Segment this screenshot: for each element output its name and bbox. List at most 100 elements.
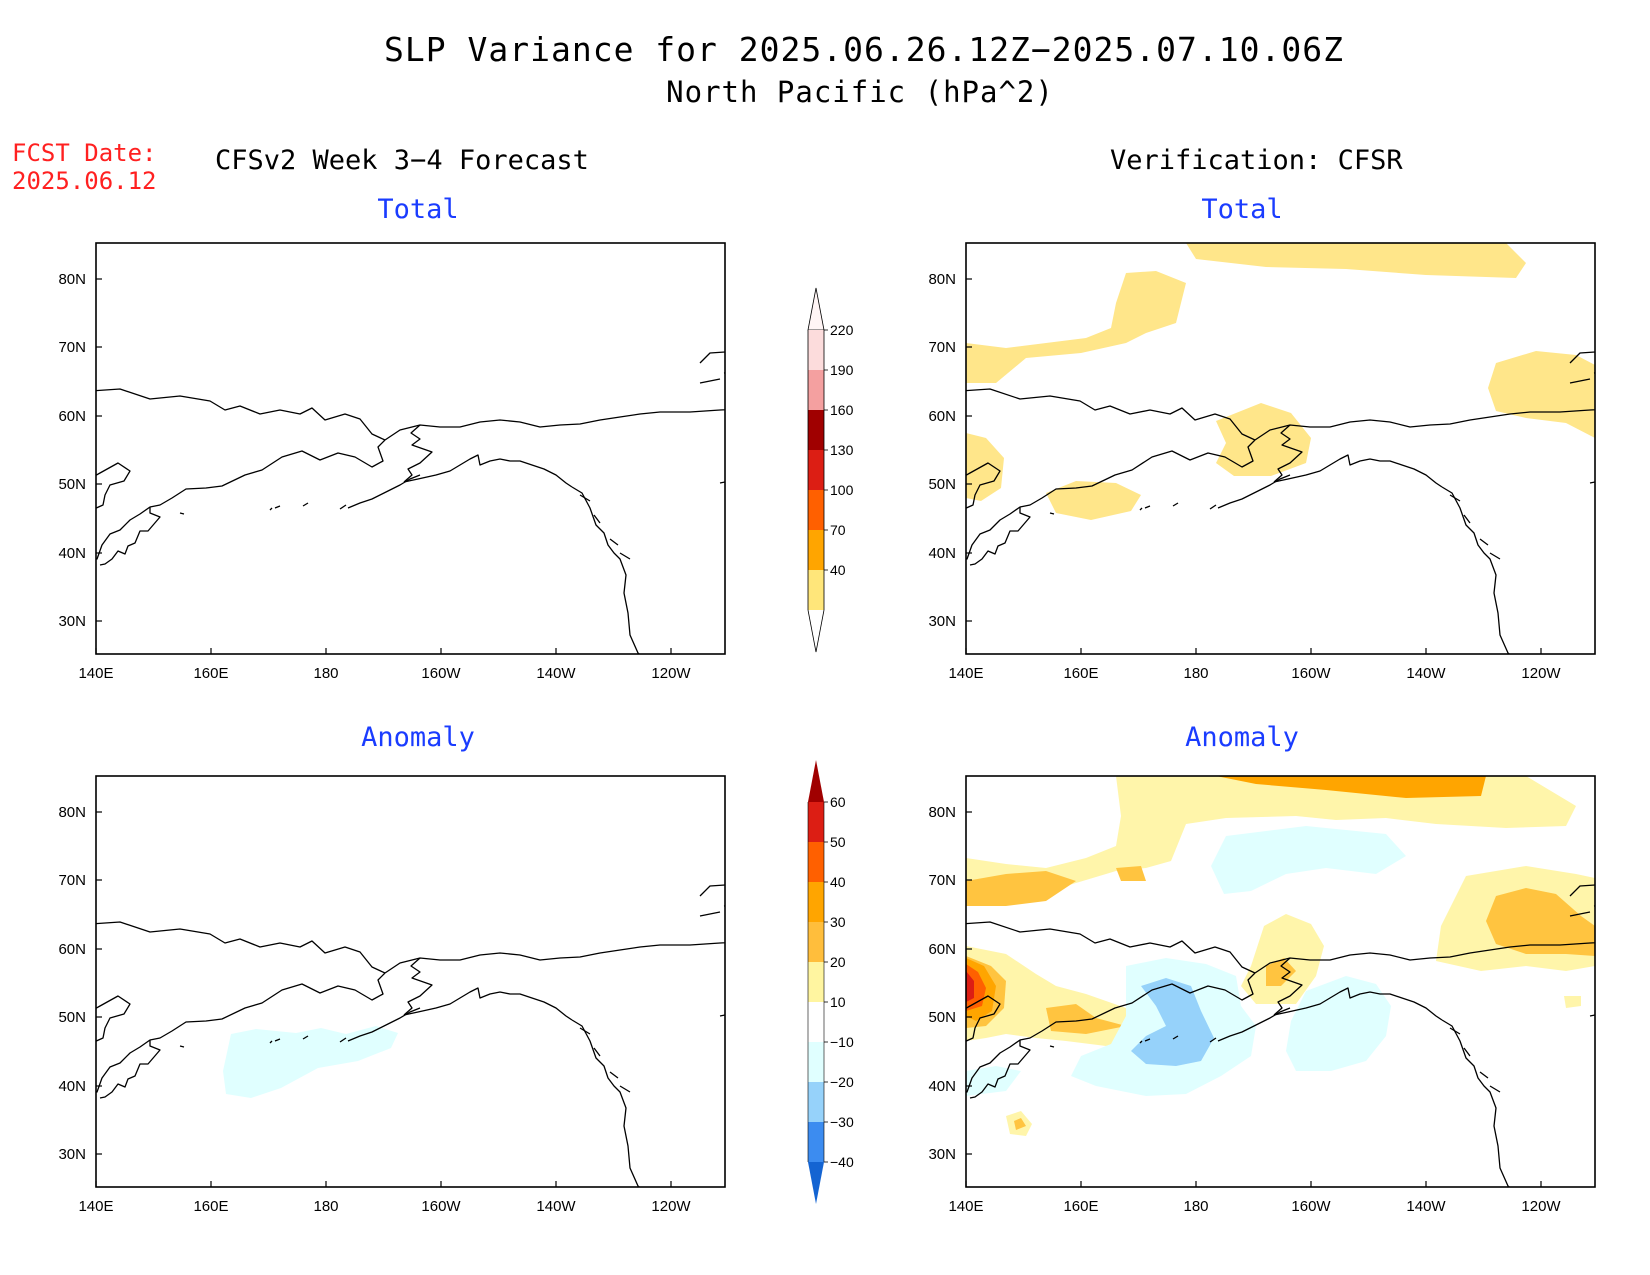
colorbar-total-label: 130 xyxy=(830,442,854,458)
colorbar-anomaly-label: 10 xyxy=(830,994,846,1010)
colorbar-anomaly-label: 50 xyxy=(830,834,846,850)
total-contour-40-70 xyxy=(966,243,1595,520)
colorbar-total: 220 190 160 130 100 70 40 xyxy=(807,287,854,653)
anomaly-contour-neg10-20 xyxy=(223,1026,398,1098)
main-title: SLP Variance for 2025.06.26.12Z−2025.07.… xyxy=(384,30,1344,69)
y-tick-label: 40N xyxy=(928,545,956,562)
x-tick-label: 140E xyxy=(948,665,983,682)
colorbar-total-swatch xyxy=(808,530,824,570)
verification-column-title: Verification: CFSR xyxy=(1110,145,1403,176)
y-tick-label: 50N xyxy=(928,476,956,493)
map-axis-ticks: 140E 160E 180 160W 140W 120W 80N 70N 60N 50N 40N 30… xyxy=(58,271,1561,1215)
y-tick-label: 70N xyxy=(928,339,956,356)
x-tick-label: 120W xyxy=(651,665,691,682)
x-tick-label: 140W xyxy=(536,665,576,682)
x-tick-label: 160E xyxy=(193,1198,228,1215)
colorbar-anomaly-label: −10 xyxy=(830,1034,854,1050)
x-tick-label: 140W xyxy=(1406,665,1446,682)
y-tick-label: 50N xyxy=(928,1009,956,1026)
colorbar-anomaly-swatch xyxy=(808,842,824,882)
x-tick-label: 160W xyxy=(421,1198,461,1215)
x-tick-label: 180 xyxy=(1183,665,1208,682)
colorbar-anomaly-swatch xyxy=(808,1122,824,1162)
colorbar-anomaly: 60 50 40 30 20 10 −10 −20 −30 −40 xyxy=(807,760,854,1204)
x-tick-label: 160E xyxy=(1063,1198,1098,1215)
x-tick-label: 180 xyxy=(313,665,338,682)
y-tick-label: 80N xyxy=(58,271,86,288)
x-tick-label: 140W xyxy=(1406,1198,1446,1215)
y-tick-label: 40N xyxy=(928,1078,956,1095)
y-tick-label: 60N xyxy=(58,408,86,425)
y-tick-label: 40N xyxy=(58,1078,86,1095)
anomaly-contour-neg20-30 xyxy=(1131,978,1214,1066)
x-tick-label: 120W xyxy=(1521,665,1561,682)
colorbar-total-label: 40 xyxy=(830,562,846,578)
y-tick-label: 60N xyxy=(58,941,86,958)
x-tick-label: 160W xyxy=(1291,665,1331,682)
colorbar-total-top-arrow xyxy=(807,287,825,331)
y-tick-label: 30N xyxy=(58,1146,86,1163)
colorbar-anomaly-label: 40 xyxy=(830,874,846,890)
colorbar-anomaly-swatch xyxy=(808,882,824,922)
y-tick-label: 80N xyxy=(58,804,86,821)
y-tick-label: 70N xyxy=(58,872,86,889)
colorbar-total-swatch xyxy=(808,410,824,450)
x-tick-label: 140E xyxy=(948,1198,983,1215)
y-tick-label: 60N xyxy=(928,941,956,958)
colorbar-anomaly-label: 60 xyxy=(830,794,846,810)
colorbar-anomaly-label: −40 xyxy=(830,1154,854,1170)
colorbar-total-label: 100 xyxy=(830,482,854,498)
map-verification-total xyxy=(965,242,1596,655)
fcst-date-value: 2025.06.12 xyxy=(12,167,157,195)
colorbar-anomaly-swatch xyxy=(808,1082,824,1122)
colorbar-anomaly-swatch xyxy=(808,962,824,1002)
x-tick-label: 160E xyxy=(1063,665,1098,682)
y-tick-label: 50N xyxy=(58,476,86,493)
y-tick-label: 30N xyxy=(928,1146,956,1163)
colorbar-total-swatch xyxy=(808,570,824,610)
fcst-date-label: FCST Date: xyxy=(12,139,157,167)
colorbar-anomaly-label: −20 xyxy=(830,1074,854,1090)
colorbar-anomaly-label: 20 xyxy=(830,954,846,970)
colorbar-total-label: 160 xyxy=(830,402,854,418)
colorbar-anomaly-swatch xyxy=(808,802,824,842)
colorbar-total-swatch xyxy=(808,450,824,490)
forecast-column-title: CFSv2 Week 3−4 Forecast xyxy=(215,145,589,176)
colorbar-total-swatch xyxy=(808,490,824,530)
map-forecast-anomaly xyxy=(95,775,726,1188)
y-tick-label: 70N xyxy=(928,872,956,889)
colorbar-anomaly-top-arrow xyxy=(808,760,824,802)
map-verification-anomaly xyxy=(965,775,1596,1188)
colorbar-anomaly-label: 30 xyxy=(830,914,846,930)
colorbar-total-label: 220 xyxy=(830,322,854,338)
y-tick-label: 80N xyxy=(928,271,956,288)
x-tick-label: 180 xyxy=(1183,1198,1208,1215)
x-tick-label: 160W xyxy=(421,665,461,682)
colorbar-anomaly-bottom-arrow xyxy=(808,1162,824,1204)
x-tick-label: 140W xyxy=(536,1198,576,1215)
colorbar-anomaly-swatch xyxy=(808,1042,824,1082)
x-tick-label: 160E xyxy=(193,665,228,682)
y-tick-label: 70N xyxy=(58,339,86,356)
x-tick-label: 120W xyxy=(1521,1198,1561,1215)
panel-title-forecast-total: Total xyxy=(377,194,459,225)
colorbar-total-bottom-arrow xyxy=(807,609,825,653)
colorbar-anomaly-swatch xyxy=(808,922,824,962)
colorbar-total-label: 70 xyxy=(830,522,846,538)
y-tick-label: 30N xyxy=(58,613,86,630)
colorbar-total-swatch xyxy=(808,370,824,410)
x-tick-label: 180 xyxy=(313,1198,338,1215)
panel-title-verification-anomaly: Anomaly xyxy=(1185,722,1299,753)
x-tick-label: 140E xyxy=(78,665,113,682)
panel-title-forecast-anomaly: Anomaly xyxy=(361,722,475,753)
y-tick-label: 30N xyxy=(928,613,956,630)
panel-title-verification-total: Total xyxy=(1201,194,1283,225)
x-tick-label: 120W xyxy=(651,1198,691,1215)
colorbar-total-label: 190 xyxy=(830,362,854,378)
x-tick-label: 160W xyxy=(1291,1198,1331,1215)
map-forecast-total xyxy=(95,242,726,655)
y-tick-label: 60N xyxy=(928,408,956,425)
y-tick-label: 80N xyxy=(928,804,956,821)
x-tick-label: 140E xyxy=(78,1198,113,1215)
